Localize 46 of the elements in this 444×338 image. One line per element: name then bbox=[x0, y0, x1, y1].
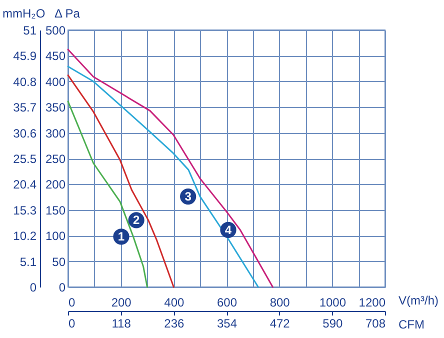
line-series bbox=[67, 100, 148, 288]
x-tick-label: 200 bbox=[111, 296, 132, 310]
x-axis-title: V(m³/h) bbox=[398, 294, 438, 308]
y2-axis-title: mmH₂O bbox=[2, 6, 46, 20]
series-label: 3 bbox=[184, 190, 192, 204]
y2-tick-label: 5.1 bbox=[20, 254, 37, 269]
x-tick-label: 0 bbox=[68, 296, 76, 310]
series-label: 2 bbox=[132, 213, 140, 228]
y2-tick-label: 20.4 bbox=[13, 178, 37, 192]
line-series bbox=[67, 74, 174, 288]
y2-tick-label: 51 bbox=[23, 24, 37, 38]
y-tick-label: 50 bbox=[52, 254, 66, 269]
series-label: 1 bbox=[118, 230, 125, 244]
x2-tick-label: 236 bbox=[164, 316, 184, 330]
x-tick-label: 600 bbox=[216, 296, 238, 310]
y-tick-label: 350 bbox=[45, 100, 66, 115]
x-tick-label: 1000 bbox=[319, 296, 346, 310]
x2-tick-label: 472 bbox=[270, 316, 290, 330]
y2-tick-label: 30.6 bbox=[13, 126, 37, 140]
y2-tick-label: 40.8 bbox=[13, 74, 37, 89]
y-tick-label: 0 bbox=[58, 280, 66, 294]
x-tick-label: 1200 bbox=[358, 296, 386, 310]
y-tick-label: 200 bbox=[45, 178, 66, 192]
y2-tick-label: 45.9 bbox=[13, 49, 37, 64]
y-tick-label: 150 bbox=[45, 203, 66, 218]
y2-tick-label: 0 bbox=[30, 280, 37, 294]
y2-tick-label: 35.7 bbox=[13, 100, 37, 115]
y2-tick-label: 25.5 bbox=[13, 152, 37, 166]
y-tick-label: 450 bbox=[45, 49, 66, 64]
y-axis-title: Δ Pa bbox=[54, 6, 80, 20]
y-tick-label: 300 bbox=[45, 126, 66, 140]
y-tick-label: 400 bbox=[45, 74, 66, 89]
y-tick-label: 250 bbox=[45, 152, 66, 166]
x2-tick-label: 354 bbox=[216, 316, 238, 330]
y2-tick-label: 10.2 bbox=[13, 229, 37, 244]
x2-tick-label: 590 bbox=[322, 316, 343, 330]
y-tick-label: 500 bbox=[45, 24, 66, 38]
x2-tick-label: 118 bbox=[112, 316, 132, 330]
x2-tick-label: 0 bbox=[68, 316, 76, 330]
x-tick-label: 400 bbox=[164, 296, 184, 310]
series-label: 4 bbox=[224, 222, 232, 237]
y-tick-label: 100 bbox=[45, 229, 66, 244]
x-tick-label: 800 bbox=[270, 296, 290, 310]
x2-axis-title: CFM bbox=[398, 318, 424, 332]
x2-tick-label: 708 bbox=[365, 316, 386, 330]
y2-tick-label: 15.3 bbox=[13, 203, 37, 218]
